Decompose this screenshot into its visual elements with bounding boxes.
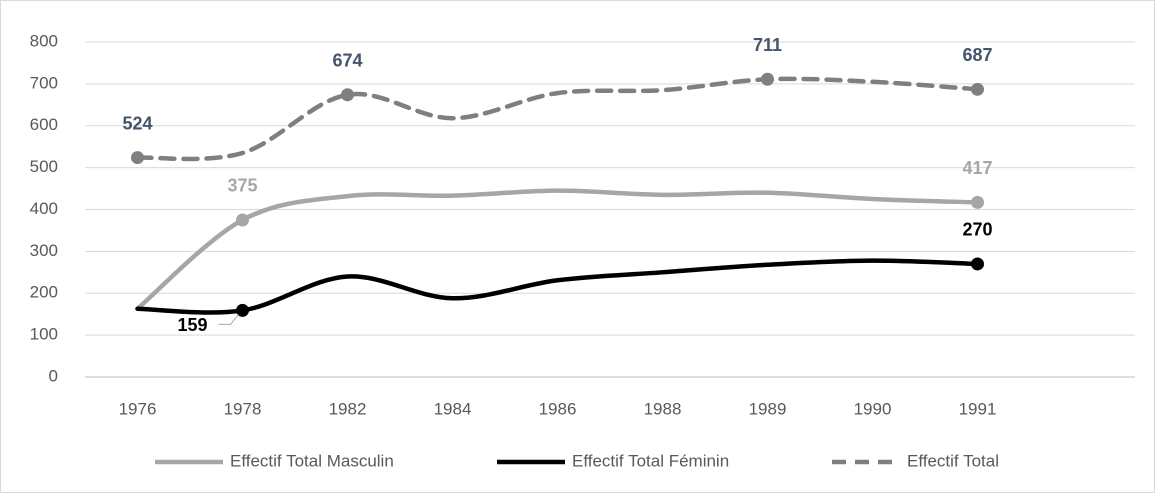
x-tick-label: 1988 <box>644 399 682 418</box>
series-line <box>135 188 980 311</box>
data-label: 524 <box>122 113 152 133</box>
x-tick-label: 1984 <box>434 399 472 418</box>
x-tick-label: 1990 <box>854 399 892 418</box>
legend-label: Effectif Total Féminin <box>572 451 729 470</box>
x-tick-label: 1978 <box>224 399 262 418</box>
y-tick-label: 0 <box>49 366 58 385</box>
y-tick-label: 200 <box>30 283 58 302</box>
data-label: 159 <box>177 315 207 335</box>
data-label: 270 <box>962 220 992 240</box>
data-point <box>341 88 354 102</box>
data-point <box>761 72 774 86</box>
data-point <box>971 195 984 209</box>
y-tick-label: 700 <box>30 73 58 92</box>
y-tick-label: 400 <box>30 199 58 218</box>
data-point <box>971 257 984 271</box>
series-line <box>135 258 980 315</box>
data-point <box>971 82 984 96</box>
data-point <box>236 213 249 227</box>
y-tick-label: 600 <box>30 115 58 134</box>
y-tick-label: 100 <box>30 325 58 344</box>
data-label: 375 <box>227 176 257 196</box>
data-label: 674 <box>332 51 362 71</box>
x-tick-label: 1989 <box>749 399 787 418</box>
y-tick-label: 300 <box>30 241 58 260</box>
data-point <box>236 303 249 317</box>
data-label: 711 <box>753 35 782 55</box>
y-tick-label: 500 <box>30 157 58 176</box>
leader-line <box>218 314 239 325</box>
data-label: 687 <box>962 45 992 65</box>
data-point <box>131 151 144 165</box>
x-tick-label: 1986 <box>539 399 577 418</box>
x-tick-label: 1991 <box>959 399 997 418</box>
legend-label: Effectif Total Masculin <box>230 451 394 470</box>
legend-label: Effectif Total <box>907 451 999 470</box>
x-tick-label: 1982 <box>329 399 367 418</box>
data-label: 417 <box>962 158 992 178</box>
y-tick-label: 800 <box>30 31 58 50</box>
x-tick-label: 1976 <box>119 399 157 418</box>
series-line <box>135 76 980 162</box>
